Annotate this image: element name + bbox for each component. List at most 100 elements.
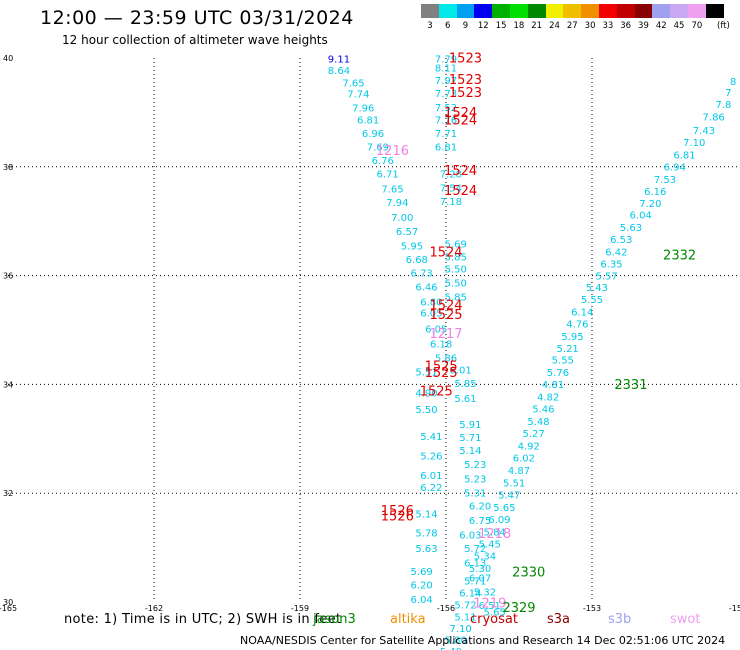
wave-height-label: 6.02 (513, 454, 535, 465)
wave-height-label: 5.50 (415, 405, 437, 416)
wave-height-label: 7.10 (683, 138, 705, 149)
color-scale-swatch (670, 4, 688, 18)
mission-label: altika (390, 612, 426, 627)
wave-height-label: 5.55 (552, 356, 574, 367)
wave-height-label: 7.54 (440, 183, 462, 194)
wave-height-label: 7.52 (435, 103, 457, 114)
wave-height-label: 5.21 (557, 344, 579, 355)
chart-title: 12:00 — 23:59 UTC 03/31/2024 (40, 7, 354, 29)
time-label: 1526 (381, 509, 414, 524)
color-scale-label: 21 (531, 21, 543, 31)
wave-height-label: 5.57 (595, 271, 617, 282)
color-scale-swatch (492, 4, 510, 18)
wave-height-label: 5.26 (420, 451, 442, 462)
wave-height-label: 6.51 (479, 601, 501, 612)
wave-height-label: 6.04 (411, 595, 433, 606)
wave-height-label: 6.73 (411, 269, 433, 280)
wave-height-label: 8.11 (435, 64, 457, 75)
wave-height-label: 6.94 (664, 163, 686, 174)
time-label: 1216 (376, 144, 409, 159)
color-scale-label: 3 (427, 21, 433, 31)
color-scale-label: 15 (495, 21, 507, 31)
time-label: 1526 (381, 504, 414, 519)
time-label: 1524 (429, 246, 462, 261)
wave-height-label: 7 (725, 88, 731, 99)
x-tick-label: -156 (437, 604, 455, 613)
wave-height-label: 7.76 (435, 115, 457, 126)
wave-height-label: 7.96 (352, 103, 374, 114)
color-scale-swatch (598, 4, 617, 18)
wave-height-label: 5.43 (586, 283, 608, 294)
wave-height-label: 7.8 (715, 100, 731, 111)
color-scale-label: 24 (549, 21, 560, 31)
y-tick-label: 34 (3, 380, 13, 389)
wave-height-label: 7.65 (342, 78, 364, 89)
color-scale-swatch (581, 4, 599, 18)
wave-height-label: 7.53 (654, 175, 676, 186)
time-label: 1524 (444, 184, 477, 199)
time-label: 1524 (444, 164, 477, 179)
wave-height-label: 5.78 (415, 529, 437, 540)
color-scale-label: 30 (584, 21, 596, 31)
time-label: 2331 (614, 378, 647, 393)
wave-height-label: 5.11 (454, 612, 476, 623)
wave-height-label: 5.91 (459, 420, 481, 431)
wave-height-label: 5.69 (445, 239, 467, 250)
color-scale-swatch (563, 4, 582, 18)
wave-height-label: 6.14 (459, 589, 481, 600)
time-label: 1523 (449, 51, 482, 66)
wave-height-label: 5.65 (493, 503, 515, 514)
wave-height-label: 6.01 (420, 471, 442, 482)
wave-height-label: 5.63 (620, 223, 642, 234)
color-scale-label: 70 (691, 21, 703, 31)
color-scale-swatch (687, 4, 706, 18)
wave-height-label: 6.07 (469, 573, 491, 584)
wave-height-label: 6.75 (469, 516, 491, 527)
wave-height-label: 5.45 (479, 540, 501, 551)
time-label: 1218 (478, 527, 511, 542)
time-label: 1523 (449, 73, 482, 88)
wave-height-label: 6.42 (605, 247, 627, 258)
color-scale-swatch (634, 4, 653, 18)
x-tick-label: -153 (583, 604, 601, 613)
wave-height-label: 6.04 (630, 210, 652, 221)
time-label: 1524 (429, 298, 462, 313)
time-label: 2332 (663, 248, 696, 263)
wave-height-label: 7.97 (435, 76, 457, 87)
wave-height-label: 8.64 (328, 66, 350, 77)
color-scale-swatch (705, 4, 724, 18)
wave-height-label: 5.72 (454, 601, 476, 612)
time-label: 1219 (473, 596, 506, 611)
mission-label: s3b (608, 612, 632, 627)
x-tick-label: -162 (145, 604, 163, 613)
wave-height-label: 6.96 (362, 129, 384, 140)
wave-height-label: 5.23 (464, 460, 486, 471)
color-scale-legend (421, 4, 724, 18)
wave-height-label: 6.71 (376, 170, 398, 181)
wave-height-label: 7.74 (347, 90, 369, 101)
wave-height-label: 6.13 (464, 559, 486, 570)
wave-height-label: 7.18 (440, 197, 462, 208)
wave-height-label: 5.76 (547, 368, 569, 379)
color-scale-label: 6 (444, 21, 451, 31)
wave-height-label: 5.27 (522, 429, 544, 440)
wave-height-label: 5.40 (440, 647, 462, 650)
wave-height-label: 5.34 (474, 552, 496, 563)
wave-height-label: 7.43 (693, 126, 715, 137)
time-label: 1525 (420, 384, 453, 399)
wave-height-label: 6.22 (420, 483, 442, 494)
wave-height-label: 8 (730, 77, 736, 88)
wave-height-label: 6.35 (600, 259, 622, 270)
time-label: 2329 (502, 601, 535, 616)
wave-height-label: 4.82 (537, 393, 559, 404)
color-scale-unit: (ft) (717, 21, 730, 31)
wave-height-label: 7.65 (381, 184, 403, 195)
y-tick-label: 38 (3, 163, 13, 172)
time-label: 1217 (429, 327, 462, 342)
time-label: 1524 (444, 106, 477, 121)
wave-height-label: 4.92 (518, 442, 540, 453)
wave-height-label: 5.41 (420, 432, 442, 443)
wave-height-label: 5.32 (474, 587, 496, 598)
time-label: 1525 (425, 366, 458, 381)
mission-label: swot (670, 612, 701, 627)
